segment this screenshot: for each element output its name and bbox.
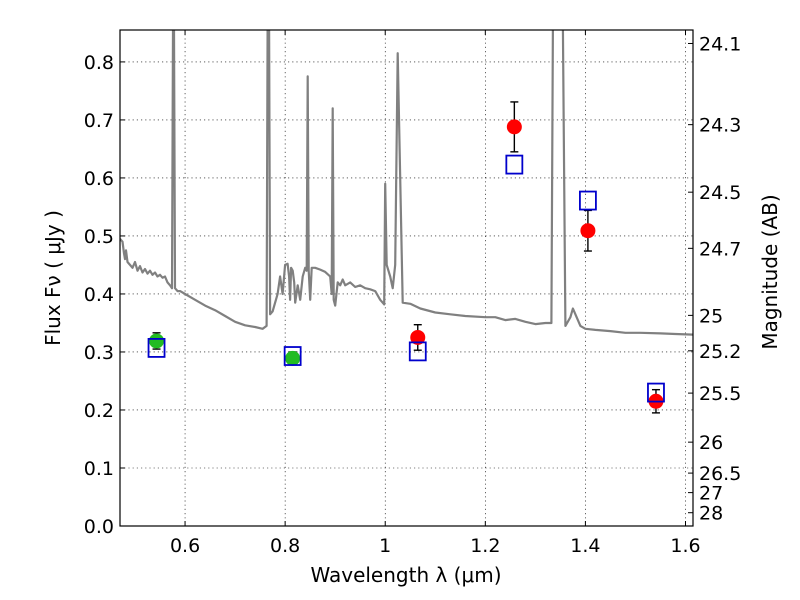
y-tick-label: 0.3 <box>84 342 114 364</box>
model-spectrum <box>120 30 693 336</box>
y-axis-label-right: Magnitude (AB) <box>758 194 782 349</box>
observed-flux-point <box>285 350 301 366</box>
right-tick-label: 24.5 <box>699 182 741 204</box>
grid <box>120 30 693 527</box>
right-tick-label: 26.5 <box>699 463 741 485</box>
y-axis-label: Flux Fν ( μJy ) <box>41 210 65 346</box>
x-tick-label: 0.8 <box>270 535 300 557</box>
observed-flux-point <box>149 333 165 349</box>
right-tick-label: 27 <box>699 483 723 505</box>
x-tick-label: 1 <box>379 535 391 557</box>
observed-flux-point <box>506 119 522 135</box>
model-photometry-square <box>647 382 665 403</box>
axis-ticks: 0.6 0.8 1 1.2 1.4 1.6 0.0 0.1 0.2 0.3 0.4 0.5 0.6 0.7… <box>84 30 741 557</box>
plot-frame <box>119 29 694 527</box>
y-tick-label: 0.7 <box>84 110 114 132</box>
y-tick-label: 0.6 <box>84 168 114 190</box>
x-tick-label: 1.2 <box>470 535 500 557</box>
y-tick-label: 0.5 <box>84 226 114 248</box>
right-tick-label: 25 <box>699 305 723 327</box>
y-tick-label: 0.2 <box>84 400 114 422</box>
right-tick-label: 24.1 <box>699 33 741 55</box>
model-photometry-square <box>579 190 597 211</box>
model-photometry-square <box>283 346 302 366</box>
right-tick-label: 28 <box>699 503 723 525</box>
y-tick-label: 0.0 <box>84 516 114 538</box>
right-tick-label: 25.5 <box>699 383 741 405</box>
y-tick-label: 0.1 <box>84 458 114 480</box>
x-tick-label: 1.6 <box>670 535 700 557</box>
right-tick-label: 26 <box>699 432 723 454</box>
model-spectrum-line <box>120 30 693 336</box>
model-photometry-square <box>408 341 427 362</box>
right-tick-label: 24.7 <box>699 238 741 260</box>
right-tick-label: 24.3 <box>699 115 741 137</box>
model-photometry-square <box>505 154 524 175</box>
x-tick-label: 0.6 <box>170 535 200 557</box>
y-tick-label: 0.4 <box>84 284 114 306</box>
model-photometry-square <box>147 338 166 358</box>
y-tick-label: 0.8 <box>84 52 114 74</box>
observed-flux-point <box>410 329 426 345</box>
observed-flux-point <box>580 223 596 239</box>
x-axis-label: Wavelength λ (μm) <box>310 563 501 587</box>
right-tick-label: 25.2 <box>699 341 741 363</box>
x-tick-label: 1.4 <box>570 535 600 557</box>
data-points <box>147 101 665 414</box>
